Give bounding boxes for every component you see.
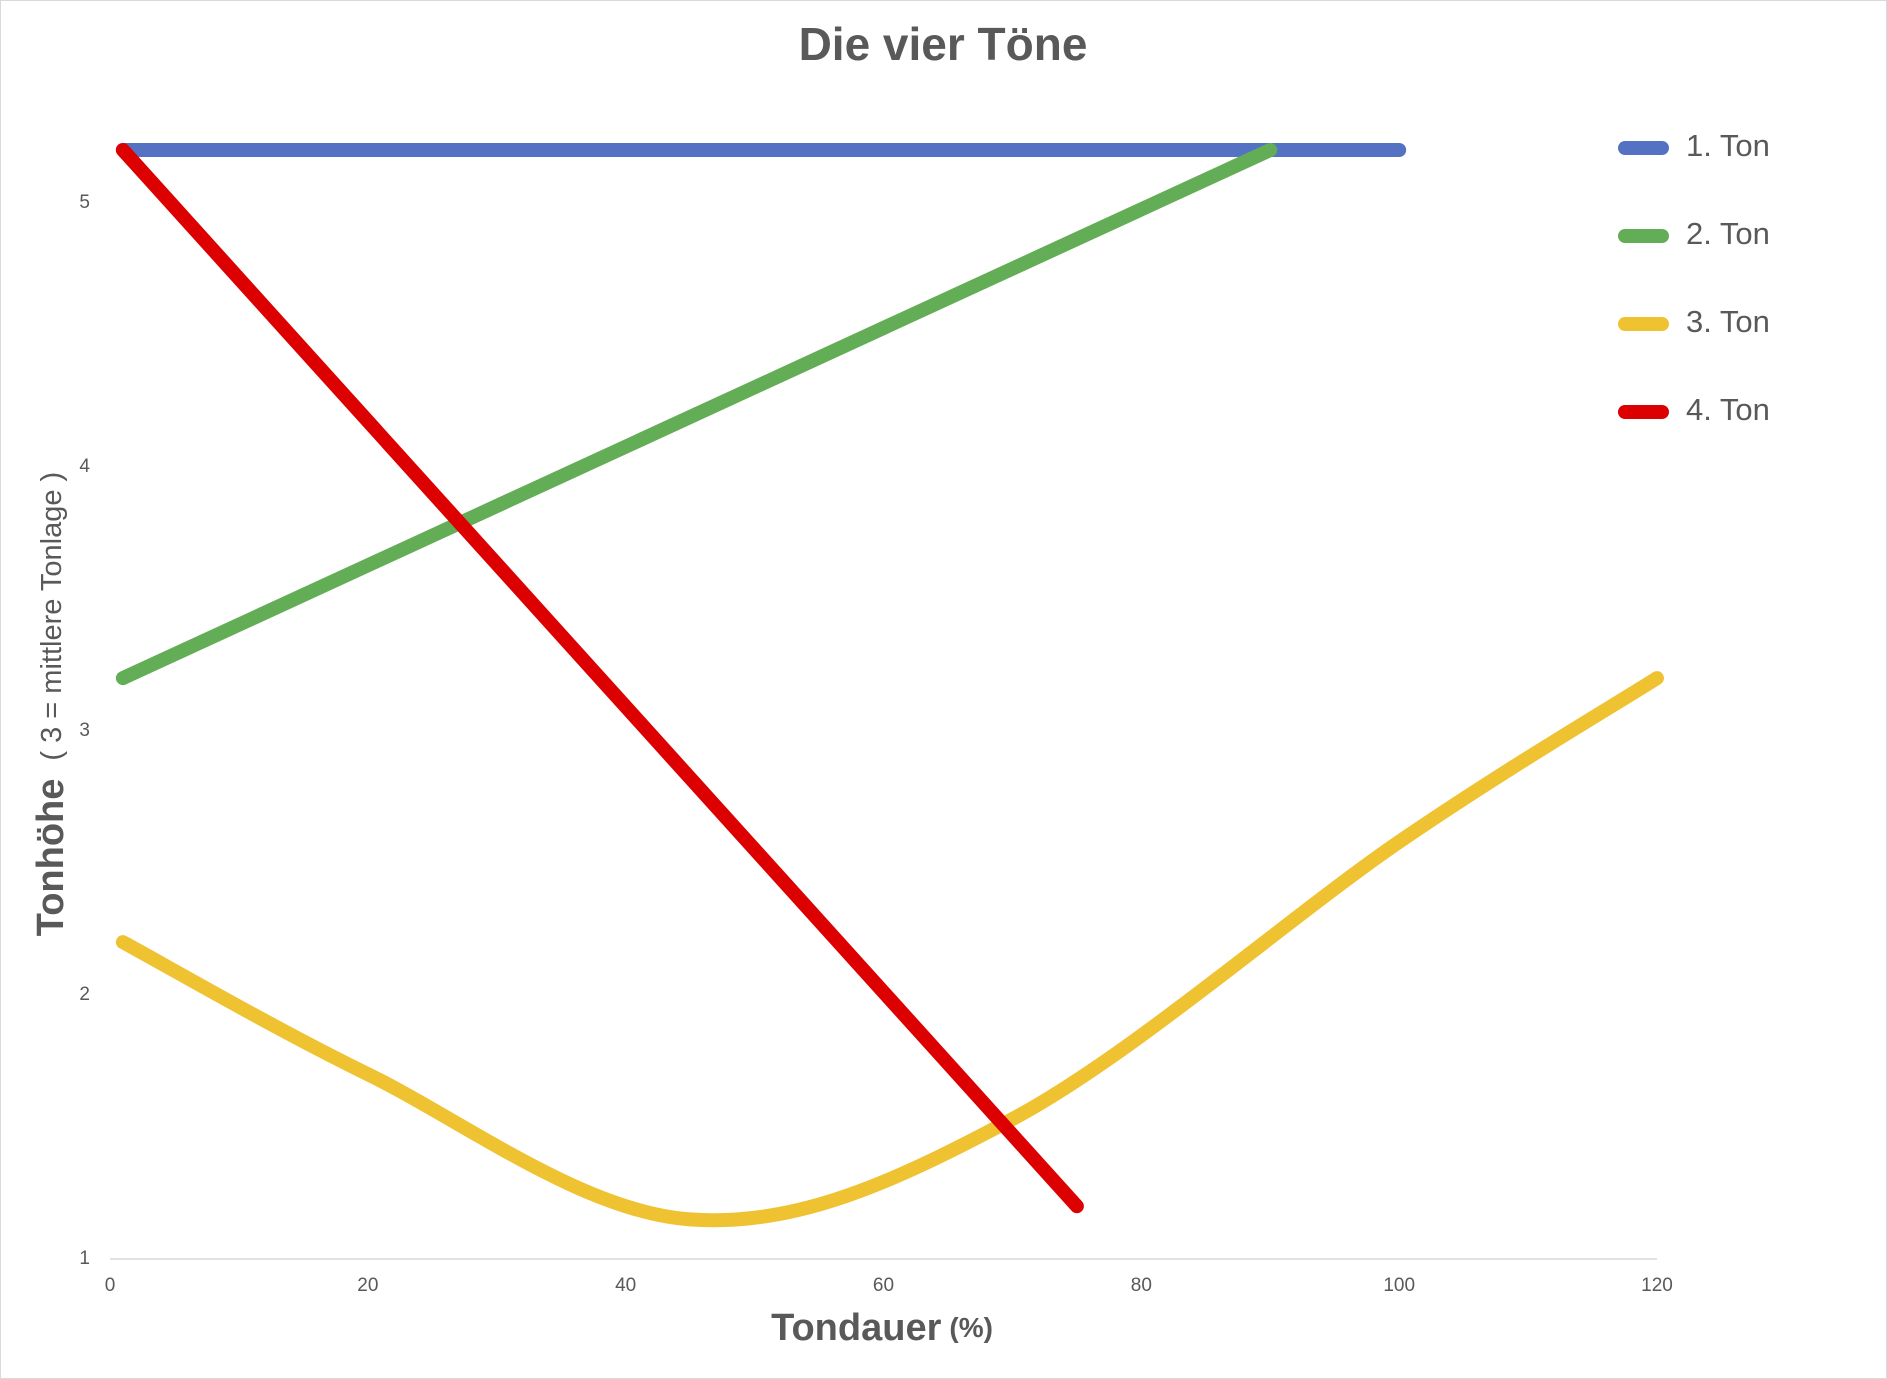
legend-label: 2. Ton <box>1686 216 1770 251</box>
y-tick-label: 1 <box>79 1248 90 1269</box>
x-axis-label: Tondauer (%) <box>771 1307 993 1349</box>
series-line <box>115 143 1084 1214</box>
series-line <box>115 671 1664 1228</box>
x-label-unit: (%) <box>949 1312 993 1343</box>
x-tick-label: 60 <box>873 1275 894 1296</box>
series-line <box>115 143 1278 686</box>
legend-label: 1. Ton <box>1686 128 1770 163</box>
y-label-main: Tonhöhe <box>30 779 72 937</box>
x-tick-label: 100 <box>1383 1275 1415 1296</box>
chart-title: Die vier Töne <box>799 18 1088 70</box>
y-tick-label: 2 <box>79 984 90 1005</box>
y-tick-label: 4 <box>79 456 90 477</box>
legend-label: 4. Ton <box>1686 392 1770 427</box>
x-tick-label: 80 <box>1131 1275 1152 1296</box>
y-label-note: ( 3 = mittlere Tonlage ) <box>36 472 68 761</box>
y-tick-label: 5 <box>79 192 90 213</box>
x-tick-label: 20 <box>357 1275 378 1296</box>
y-axis-label: Tonhöhe ( 3 = mittlere Tonlage ) <box>30 472 72 936</box>
x-tick-label: 0 <box>105 1275 116 1296</box>
y-tick-label: 3 <box>79 720 90 741</box>
x-label-main: Tondauer <box>771 1307 942 1349</box>
x-tick-label: 40 <box>615 1275 636 1296</box>
legend-label: 3. Ton <box>1686 304 1770 339</box>
x-tick-label: 120 <box>1641 1275 1673 1296</box>
